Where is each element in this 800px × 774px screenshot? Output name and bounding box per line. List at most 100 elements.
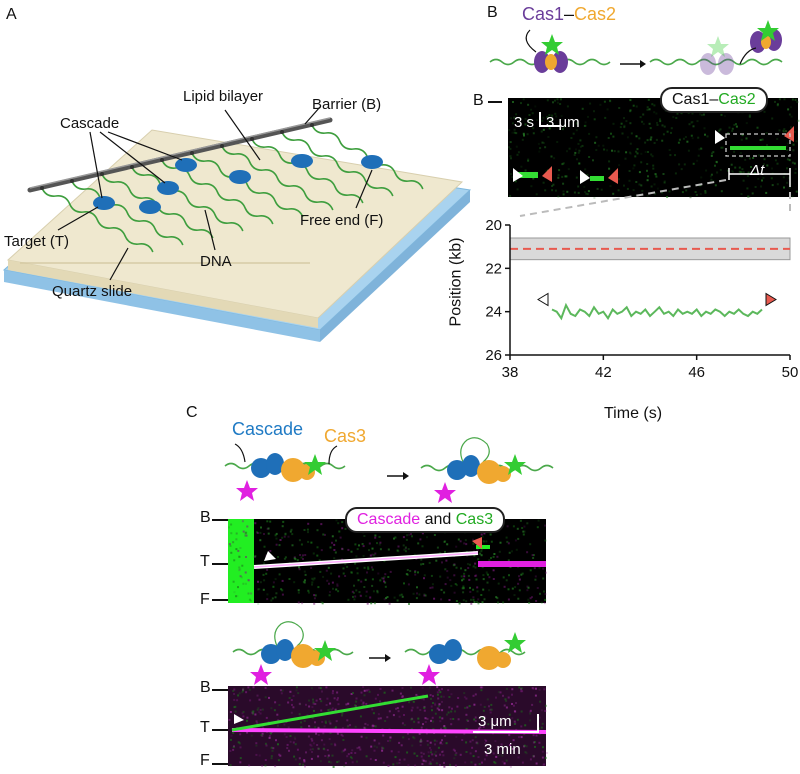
- noise-pixel: [441, 561, 443, 564]
- noise-pixel: [513, 723, 516, 725]
- noise-pixel: [374, 759, 377, 761]
- start-marker: [537, 292, 549, 307]
- noise-pixel: [538, 566, 541, 569]
- noise-pixel: [356, 548, 359, 551]
- noise-pixel: [416, 706, 419, 709]
- noise-pixel: [512, 525, 515, 528]
- noise-pixel: [413, 553, 416, 556]
- noise-pixel: [699, 193, 702, 195]
- noise-pixel: [480, 689, 483, 692]
- noise-pixel: [274, 701, 277, 704]
- noise-pixel: [419, 709, 422, 711]
- noise-pixel: [505, 759, 508, 762]
- noise-pixel: [283, 535, 286, 538]
- noise-pixel: [255, 753, 258, 756]
- noise-pixel: [463, 542, 466, 545]
- cas2-text: Cas2: [574, 4, 617, 24]
- noise-pixel: [523, 530, 526, 533]
- noise-pixel: [508, 574, 510, 577]
- noise-pixel: [666, 130, 669, 133]
- noise-pixel: [386, 716, 389, 719]
- noise-pixel: [482, 726, 485, 728]
- noise-pixel: [505, 700, 508, 702]
- noise-pixel: [311, 577, 314, 580]
- noise-pixel: [367, 566, 370, 569]
- label-target: Target (T): [4, 233, 70, 250]
- noise-pixel: [676, 112, 679, 115]
- noise-pixel: [453, 574, 456, 577]
- noise-pixel: [691, 112, 694, 115]
- noise-pixel: [754, 186, 757, 188]
- noise-pixel: [448, 696, 451, 698]
- noise-pixel: [630, 132, 633, 135]
- noise-pixel: [377, 693, 379, 696]
- noise-pixel: [427, 751, 430, 754]
- noise-pixel: [316, 546, 319, 549]
- kymo-c2-overlay: [228, 686, 548, 768]
- noise-pixel: [521, 572, 524, 575]
- noise-pixel: [534, 575, 537, 578]
- noise-pixel: [526, 133, 529, 136]
- noise-pixel: [757, 177, 760, 180]
- noise-pixel: [454, 764, 457, 767]
- noise-pixel: [731, 129, 734, 132]
- y-tick-label: 20: [485, 217, 502, 234]
- noise-pixel: [270, 732, 272, 735]
- noise-pixel: [292, 741, 295, 744]
- noise-pixel: [312, 578, 315, 581]
- noise-pixel: [659, 120, 662, 123]
- noise-pixel: [684, 136, 687, 138]
- noise-pixel: [313, 594, 316, 597]
- noise-pixel: [706, 135, 709, 138]
- noise-pixel: [311, 706, 314, 709]
- noise-pixel: [401, 595, 404, 598]
- noise-pixel: [438, 689, 441, 692]
- noise-pixel: [426, 740, 429, 742]
- noise-pixel: [527, 598, 530, 601]
- cascade-and-cas3-pill: Cascade and Cas3: [345, 507, 506, 533]
- noise-pixel: [544, 170, 547, 173]
- noise-pixel: [791, 98, 794, 101]
- noise-pixel: [275, 739, 277, 742]
- noise-pixel: [662, 133, 665, 136]
- noise-pixel: [617, 150, 620, 153]
- noise-pixel: [511, 587, 514, 590]
- noise-pixel: [485, 572, 488, 575]
- noise-pixel: [247, 686, 250, 689]
- noise-pixel: [330, 761, 333, 764]
- noise-pixel: [363, 566, 366, 569]
- noise-pixel: [589, 102, 592, 105]
- noise-pixel: [257, 588, 260, 591]
- noise-pixel: [363, 535, 366, 537]
- noise-pixel: [532, 132, 535, 135]
- noise-pixel: [618, 164, 621, 167]
- noise-pixel: [388, 710, 391, 713]
- noise-pixel: [412, 736, 415, 739]
- noise-pixel: [542, 181, 545, 184]
- noise-pixel: [646, 169, 648, 172]
- noise-pixel: [436, 691, 439, 694]
- noise-pixel: [534, 578, 537, 581]
- noise-pixel: [629, 99, 632, 102]
- noise-pixel: [319, 687, 322, 690]
- noise-pixel: [414, 571, 417, 574]
- noise-pixel: [364, 722, 367, 725]
- noise-pixel: [387, 740, 389, 742]
- noise-pixel: [373, 739, 376, 742]
- noise-pixel: [460, 575, 463, 578]
- noise-pixel: [544, 539, 547, 542]
- noise-pixel: [786, 148, 789, 151]
- noise-pixel: [661, 191, 664, 194]
- cas1-text: Cas1: [522, 4, 565, 24]
- noise-pixel: [687, 149, 690, 152]
- noise-pixel: [364, 727, 367, 730]
- noise-pixel: [509, 744, 511, 747]
- noise-pixel: [771, 117, 774, 120]
- noise-pixel: [584, 168, 587, 171]
- noise-pixel: [559, 103, 562, 105]
- noise-pixel: [649, 127, 652, 130]
- noise-pixel: [477, 598, 480, 601]
- noise-pixel: [430, 705, 433, 708]
- noise-pixel: [328, 760, 331, 763]
- noise-pixel: [525, 752, 528, 755]
